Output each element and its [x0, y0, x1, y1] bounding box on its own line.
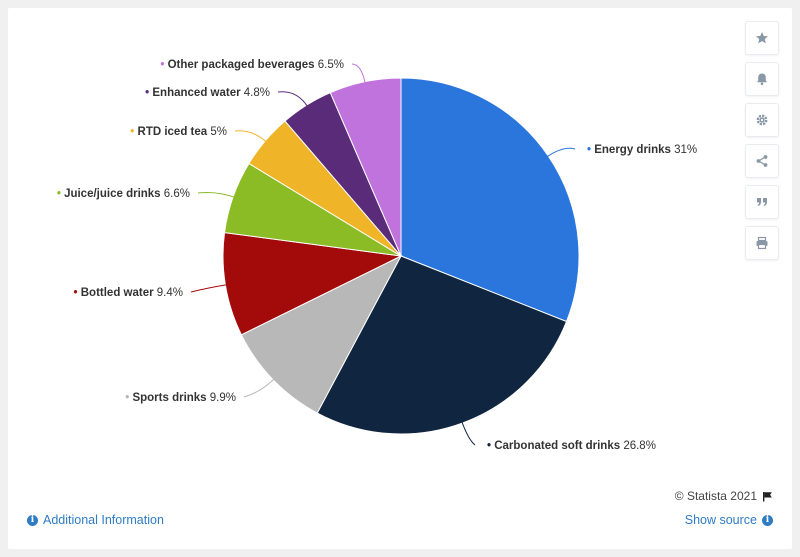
info-icon: i	[27, 514, 38, 526]
data-label: • Carbonated soft drinks 26.8%	[487, 440, 656, 452]
connector-line	[461, 421, 476, 446]
favorite-button[interactable]	[745, 21, 779, 55]
data-label-value: 9.9%	[210, 392, 236, 404]
data-label-value: 31%	[674, 144, 697, 156]
share-button[interactable]	[745, 144, 779, 178]
info-icon: i	[762, 514, 773, 526]
data-label-name: Energy drinks	[594, 144, 674, 156]
data-label: • Juice/juice drinks 6.6%	[57, 188, 190, 200]
data-label-name: RTD iced tea	[138, 126, 211, 138]
show-source-label: Show source	[684, 513, 757, 527]
connector-line	[546, 147, 576, 158]
bell-icon	[757, 73, 767, 86]
data-label-value: 26.8%	[623, 440, 656, 452]
data-label-value: 6.6%	[164, 188, 190, 200]
toolbar	[745, 21, 779, 260]
data-label-value: 6.5%	[318, 59, 344, 71]
notification-button[interactable]	[745, 62, 779, 96]
print-button[interactable]	[745, 226, 779, 260]
additional-information-label: Additional Information	[43, 513, 164, 527]
data-label: • RTD iced tea 5%	[130, 126, 227, 138]
data-label-name: Juice/juice drinks	[64, 188, 164, 200]
credit-text: © Statista 2021	[674, 489, 757, 503]
settings-button[interactable]	[745, 103, 779, 137]
data-label: • Bottled water 9.4%	[74, 287, 184, 299]
data-label: • Enhanced water 4.8%	[145, 87, 270, 99]
print-icon	[756, 236, 768, 250]
statista-credit: © Statista 2021	[675, 489, 773, 503]
connector-line	[234, 130, 268, 143]
share-icon	[756, 155, 768, 167]
data-label: • Sports drinks 9.9%	[125, 392, 236, 404]
data-label-value: 5%	[210, 126, 227, 138]
data-label-name: Other packaged beverages	[168, 59, 318, 71]
connector-line	[243, 378, 275, 398]
star-icon	[756, 32, 768, 44]
data-label-value: 9.4%	[157, 287, 183, 299]
data-label-name: Bottled water	[81, 287, 157, 299]
flag-icon	[763, 491, 772, 501]
data-label: • Energy drinks 31%	[587, 144, 697, 156]
data-label: • Other packaged beverages 6.5%	[160, 59, 344, 71]
show-source-link[interactable]: Show source i	[685, 513, 773, 527]
additional-information-link[interactable]: i Additional Information	[27, 513, 164, 527]
connector-line	[351, 63, 366, 84]
data-label-name: Enhanced water	[152, 87, 243, 99]
connector-line	[197, 191, 236, 198]
quote-icon	[757, 198, 767, 206]
gear-icon	[756, 114, 768, 126]
connector-line	[277, 91, 309, 108]
data-label-name: Carbonated soft drinks	[494, 440, 623, 452]
data-label-value: 4.8%	[244, 87, 270, 99]
connector-line	[190, 284, 228, 293]
cite-button[interactable]	[745, 185, 779, 219]
data-label-name: Sports drinks	[132, 392, 209, 404]
